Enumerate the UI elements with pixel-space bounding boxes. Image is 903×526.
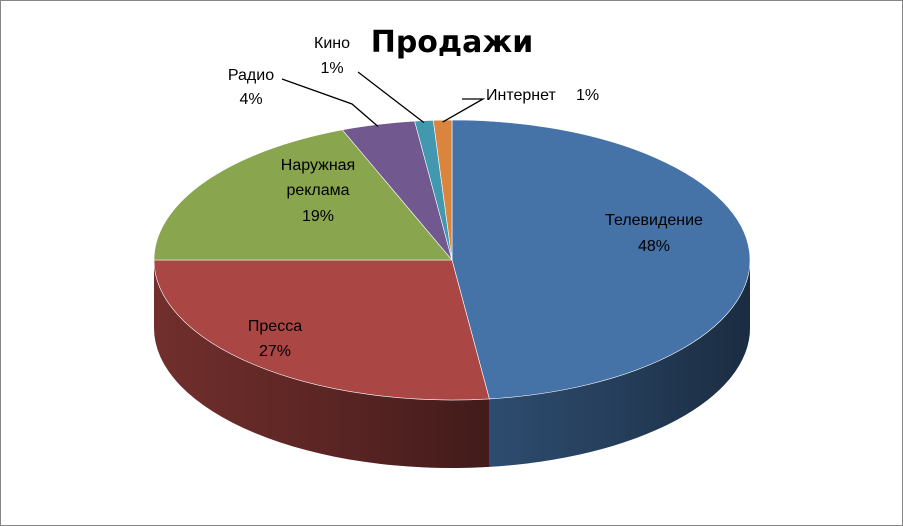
pie-slice-интернет — [432, 119, 453, 261]
pie-side-shade-0 — [489, 260, 750, 467]
slice-label-television-value: 48% — [638, 238, 670, 255]
slice-label-outdoor-name-line1: Наружная — [281, 157, 355, 174]
chart-title: Продажи — [371, 25, 534, 60]
slice-label-cinema-name: Кино — [314, 35, 350, 52]
pie-tops — [153, 119, 751, 401]
slice-label-press-value: 27% — [259, 343, 291, 360]
leader-line-радио — [281, 78, 379, 127]
slice-label-cinema-value: 1% — [320, 60, 343, 77]
leader-line-интернет — [442, 98, 486, 123]
leader-lines — [281, 71, 486, 127]
pie-slice-пресса — [153, 259, 490, 401]
slice-label-internet-name: Интернет — [486, 87, 556, 104]
slice-label-outdoor-value: 19% — [302, 208, 334, 225]
slice-label-press-name: Пресса — [248, 318, 302, 335]
pie-slice-наружная-реклама — [153, 129, 453, 261]
slice-label-radio-value: 4% — [239, 91, 262, 108]
slice-label-television-name: Телевидение — [605, 212, 703, 229]
pie-sides — [154, 260, 750, 469]
slice-label-outdoor-name-line2: реклама — [286, 182, 349, 199]
leader-line-кино — [357, 71, 425, 124]
slice-label-radio-name: Радио — [228, 67, 274, 84]
pie-slice-телевидение — [451, 119, 751, 400]
pie-side-shade-1 — [154, 260, 490, 469]
slice-label-internet-value: 1% — [576, 87, 599, 104]
